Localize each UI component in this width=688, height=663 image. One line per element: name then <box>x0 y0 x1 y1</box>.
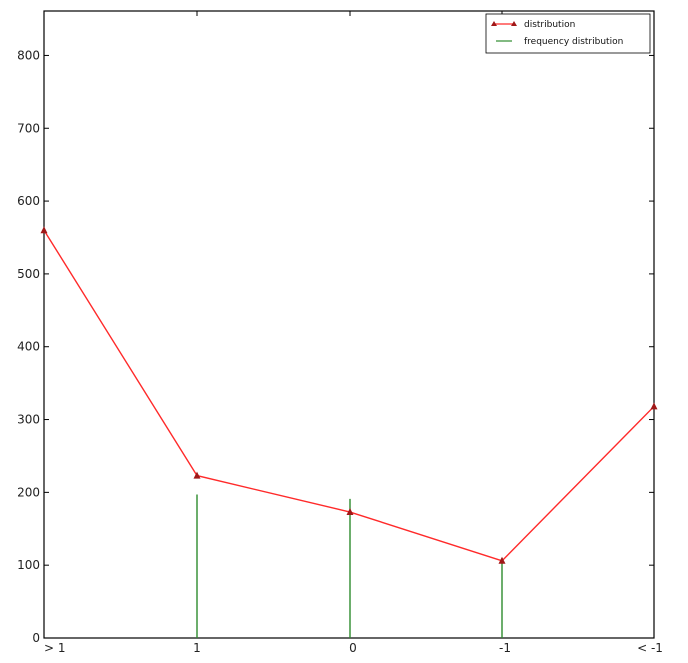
legend-label-distribution: distribution <box>524 20 575 30</box>
x-tick-label: 0 <box>349 641 357 655</box>
y-tick-label: 0 <box>32 631 40 645</box>
distribution-point <box>650 402 658 410</box>
distribution-point <box>193 471 201 479</box>
y-tick-label: 200 <box>17 485 40 499</box>
legend-label-frequency-distribution: frequency distribution <box>524 37 623 47</box>
x-tick-label: < -1 <box>637 641 663 655</box>
frequency-distribution-series <box>196 494 503 638</box>
y-tick-label: 500 <box>17 267 40 281</box>
y-tick-label: 600 <box>17 194 40 208</box>
distribution-point <box>346 508 354 516</box>
plot-frame <box>43 10 655 639</box>
y-tick-label: 300 <box>17 413 40 427</box>
legend-distribution-marker <box>511 21 517 26</box>
distribution-point <box>498 556 506 564</box>
y-tick-label: 400 <box>17 340 40 354</box>
x-tick-label: > 1 <box>44 641 66 655</box>
y-axis: 0 100 200 300 400 500 600 700 800 <box>17 48 654 645</box>
legend-box <box>485 13 651 54</box>
legend-distribution-marker <box>491 21 497 26</box>
y-tick-label: 700 <box>17 121 40 135</box>
x-tick-label: -1 <box>499 641 511 655</box>
distribution-point <box>40 226 48 234</box>
x-tick-label: 1 <box>193 641 201 655</box>
y-tick-label: 800 <box>17 48 40 62</box>
legend: distribution frequency distribution <box>485 13 651 54</box>
y-tick-label: 100 <box>17 558 40 572</box>
distribution-series <box>40 226 658 564</box>
